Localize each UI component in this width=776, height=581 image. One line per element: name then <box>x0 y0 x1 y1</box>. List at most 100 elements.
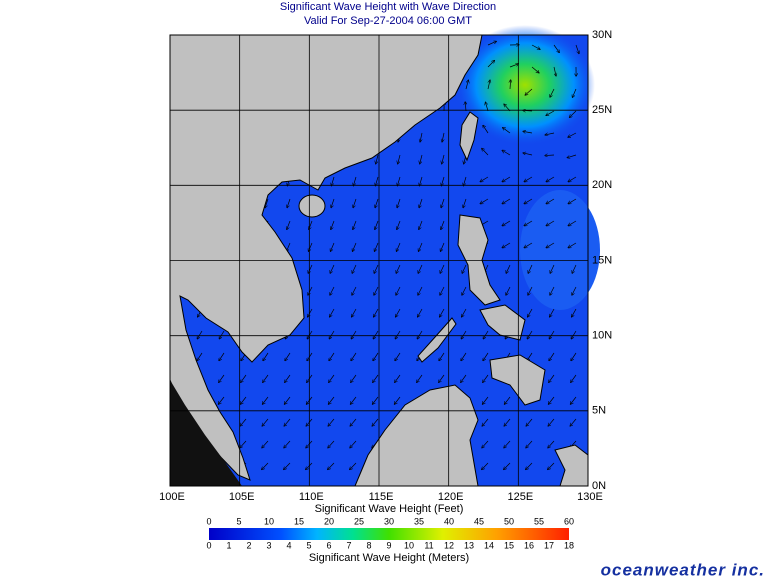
wave-arrow <box>284 440 291 448</box>
title: Significant Wave Height with Wave Direct… <box>280 1 496 13</box>
wave-arrow <box>483 330 489 339</box>
wave-arrow <box>330 264 335 273</box>
wave-arrow <box>525 88 533 95</box>
wave-arrow <box>528 286 533 295</box>
hainan <box>298 194 326 218</box>
wave-arrow <box>526 462 533 469</box>
wave-arrow <box>504 462 511 469</box>
wave-arrow <box>331 176 335 186</box>
feet-title: Significant Wave Height (Feet) <box>315 503 464 515</box>
wave-arrow <box>419 198 423 208</box>
map <box>169 25 600 487</box>
wave-arrow <box>395 352 401 361</box>
wave-arrow <box>396 308 401 317</box>
wave-arrow <box>375 176 379 186</box>
wave-arrow <box>570 110 577 117</box>
map-frame <box>169 34 589 487</box>
lat-label: 20N <box>592 179 612 191</box>
feet-tick: 45 <box>474 516 484 526</box>
wave-arrow <box>545 155 555 156</box>
feet-tick: 20 <box>324 516 334 526</box>
wave-arrow <box>465 80 468 90</box>
meter-tick: 13 <box>464 540 474 550</box>
wave-arrow <box>545 133 555 135</box>
wave-arrow <box>262 462 269 469</box>
meter-tick: 4 <box>286 540 291 550</box>
sumatra <box>170 380 242 486</box>
meters-title: Significant Wave Height (Meters) <box>309 552 469 564</box>
wave-arrow <box>374 286 379 295</box>
wave-arrow <box>372 418 379 426</box>
wave-arrow <box>571 330 577 339</box>
wave-arrow <box>527 330 533 339</box>
wave-arrow <box>419 176 423 186</box>
wave-arrow <box>219 374 225 382</box>
wave-arrow <box>480 176 489 182</box>
wave-arrow <box>395 330 401 339</box>
lat-label: 30N <box>592 29 612 41</box>
wave-arrow <box>374 242 379 251</box>
wave-arrow <box>570 396 577 404</box>
wave-arrow <box>504 418 511 426</box>
wave-arrow <box>550 264 555 273</box>
wave-arrow <box>219 330 225 339</box>
swell <box>520 190 600 310</box>
wave-arrow <box>439 374 445 382</box>
meter-tick: 11 <box>424 540 433 550</box>
wave-arrow <box>351 374 357 382</box>
wave-arrow <box>331 220 335 229</box>
wave-arrow <box>376 154 379 164</box>
meter-tick: 6 <box>326 540 331 550</box>
wave-arrow <box>398 154 401 164</box>
land <box>169 34 589 487</box>
wave-arrow <box>553 44 559 52</box>
wave-arrow <box>553 66 556 76</box>
wave-arrow <box>420 132 422 142</box>
wave-arrow <box>373 330 379 339</box>
wave-arrow <box>502 242 511 248</box>
wave-arrow <box>330 242 335 251</box>
wave-arrow <box>441 198 445 208</box>
wave-arrow <box>441 220 445 229</box>
feet-tick: 5 <box>236 516 241 526</box>
wave-arrow <box>502 220 511 226</box>
wave-arrow <box>483 374 489 382</box>
wave-arrow <box>420 154 423 164</box>
wave-arrow <box>482 148 489 156</box>
wave-arrow <box>482 396 489 404</box>
wave-arrow <box>526 440 533 448</box>
wave-arrow <box>350 462 357 469</box>
wave-arrow <box>465 102 466 112</box>
wave-arrow <box>568 132 577 137</box>
wave-arrow <box>265 198 269 208</box>
wave-arrow <box>439 352 445 361</box>
wave-arrow <box>548 440 555 448</box>
meter-tick: 18 <box>564 540 574 550</box>
lon-label: 130E <box>577 491 603 503</box>
feet-tick: 40 <box>444 516 454 526</box>
wave-arrow <box>328 418 335 426</box>
wave-arrow <box>502 150 511 156</box>
wave-arrow <box>523 153 533 156</box>
wave-arrow <box>440 264 445 273</box>
wave-arrow <box>441 176 445 186</box>
wave-arrow <box>350 396 357 404</box>
wave-arrow <box>546 198 555 204</box>
wave-arrow <box>570 418 577 426</box>
feet-tick: 0 <box>206 516 211 526</box>
feet-tick: 55 <box>534 516 544 526</box>
wave-arrow <box>442 154 445 164</box>
storm-swell <box>455 25 595 145</box>
wave-arrow <box>330 308 335 317</box>
graticule <box>170 35 588 486</box>
wave-arrow <box>351 352 357 361</box>
meter-tick: 0 <box>206 540 211 550</box>
wave-arrow <box>418 264 423 273</box>
lat-label: 0N <box>592 480 606 492</box>
feet-tick: 30 <box>384 516 394 526</box>
wave-arrow <box>480 198 489 204</box>
meter-tick: 7 <box>346 540 351 550</box>
wave-arrow <box>503 128 511 134</box>
wave-arrow <box>488 80 490 90</box>
